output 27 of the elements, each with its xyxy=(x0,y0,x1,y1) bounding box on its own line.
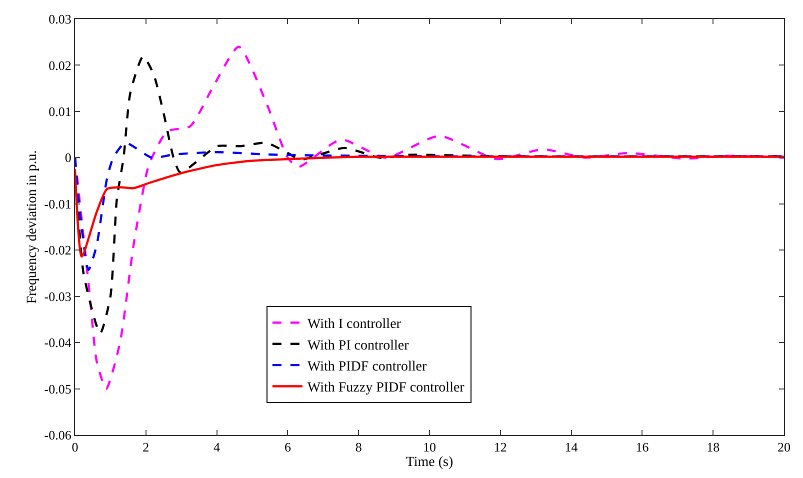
x-axis-title: Time (s) xyxy=(406,454,454,470)
y-tick-label: -0.02 xyxy=(44,242,72,258)
x-tick-label: 18 xyxy=(706,440,720,455)
legend-label: With I controller xyxy=(307,317,402,332)
line-series xyxy=(75,155,784,258)
x-tick-label: 16 xyxy=(636,440,650,455)
y-tick-label: 0.03 xyxy=(48,12,72,27)
y-tick-label: -0.05 xyxy=(44,381,72,396)
legend-label: With PIDF controller xyxy=(307,360,427,374)
x-tick-label: 4 xyxy=(214,440,221,455)
y-tick-label: -0.06 xyxy=(44,428,72,443)
y-tick-label: -0.01 xyxy=(44,196,72,212)
x-tick-label: 6 xyxy=(284,440,292,455)
y-tick-label: 0.02 xyxy=(48,58,72,73)
legend-label: With PI controller xyxy=(307,338,410,354)
y-axis-title: Frequency deviation in p.u. xyxy=(24,150,40,304)
y-tick-label: -0.03 xyxy=(44,288,72,304)
x-tick-label: 10 xyxy=(423,440,436,455)
y-tick-label: 0.01 xyxy=(48,104,72,119)
x-tick-label: 14 xyxy=(564,440,578,455)
legend-label: With Fuzzy PIDF controller xyxy=(307,380,465,396)
x-tick-label: 20 xyxy=(778,440,790,455)
y-tick-label: 0 xyxy=(64,150,72,166)
x-tick-label: 2 xyxy=(142,440,150,455)
x-tick-label: 12 xyxy=(494,440,507,455)
y-tick-label: -0.04 xyxy=(44,335,72,350)
x-tick-label: 8 xyxy=(355,440,362,455)
